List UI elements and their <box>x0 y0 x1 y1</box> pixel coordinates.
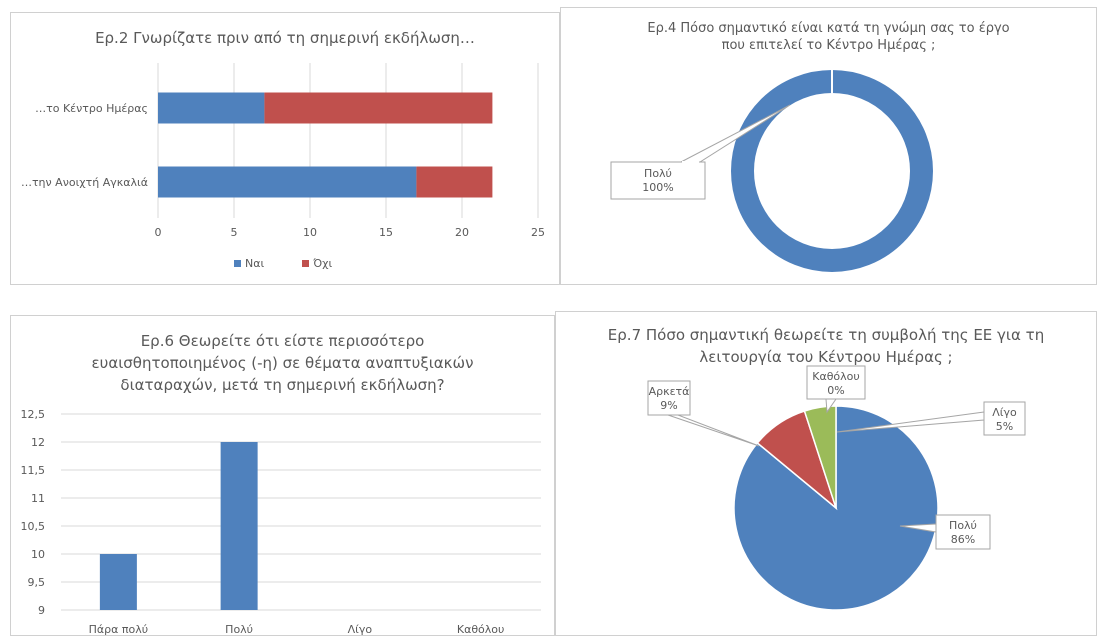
y-tick-label: 10 <box>31 548 45 561</box>
legend-ep2: Ναι Όχι <box>234 257 332 270</box>
y-tick-label: 12,5 <box>21 408 46 421</box>
legend-item-yes: Ναι <box>234 257 264 270</box>
chart-ep2-plot: 0 5 10 15 20 25 …το Κέντρο Ημέρας …την Ανοιχτή … <box>21 63 545 239</box>
chart-panel-ep2: Ερ.2 Γνωρίζατε πριν από τη σημερινή εκδή… <box>10 12 560 285</box>
chart-title-ep6-line-2: ευαισθητοποιημένος (-η) σε θέματα αναπτυ… <box>91 354 474 372</box>
callout-box <box>983 401 1026 436</box>
data-label-name: Πολύ <box>949 519 977 532</box>
callout-pointer <box>667 414 760 447</box>
category-label: …το Κέντρο Ημέρας <box>35 102 148 115</box>
chart-title-ep7-line-1: Ερ.7 Πόσο σημαντική θεωρείτε τη συμβολή … <box>607 326 1045 344</box>
legend-label-no: Όχι <box>313 257 333 270</box>
x-tick-label: 10 <box>303 226 317 239</box>
chart-title-ep6-line-1: Ερ.6 Θεωρείτε ότι είστε περισσότερο <box>140 332 425 350</box>
legend-label-yes: Ναι <box>245 257 265 270</box>
callout-box <box>935 514 991 550</box>
bar <box>99 554 137 610</box>
bar-segment <box>158 92 265 124</box>
chart-title-ep2: Ερ.2 Γνωρίζατε πριν από τη σημερινή εκδή… <box>95 29 475 47</box>
data-label-name: Πολύ <box>644 167 672 180</box>
data-label-percent: 9% <box>660 399 677 412</box>
x-category-label: Λίγο <box>348 623 373 636</box>
data-label-percent: 0% <box>827 384 844 397</box>
y-tick-label: 10,5 <box>21 520 46 533</box>
y-tick-label: 11 <box>31 492 45 505</box>
chart-title-ep4-line-1: Ερ.4 Πόσο σημαντικό είναι κατά τη γνώμη … <box>647 21 1010 36</box>
x-tick-label: 5 <box>231 226 238 239</box>
x-tick-label: 25 <box>531 226 545 239</box>
legend-swatch-no <box>302 260 310 267</box>
bar <box>220 442 258 610</box>
bar-segment <box>416 166 493 198</box>
data-label-name: Αρκετά <box>649 385 690 398</box>
x-category-label: Πολύ <box>225 623 253 636</box>
chart-title-ep4-line-2: που επιτελεί το Κέντρο Ημέρας ; <box>721 38 936 53</box>
bar-segment <box>264 92 493 124</box>
legend-swatch-yes <box>234 260 241 267</box>
category-label: …την Ανοιχτή Αγκαλιά <box>21 176 148 189</box>
data-label-percent: 5% <box>996 420 1013 433</box>
x-tick-label: 15 <box>379 226 393 239</box>
y-tick-label: 11,5 <box>21 464 46 477</box>
chart-title-ep4: Ερ.4 Πόσο σημαντικό είναι κατά τη γνώμη … <box>561 20 1096 54</box>
data-label-percent: 100% <box>642 181 673 194</box>
callout-box <box>610 161 706 200</box>
chart-title-ep7: Ερ.7 Πόσο σημαντική θεωρείτε τη συμβολή … <box>556 324 1096 368</box>
chart-panel-ep7: Ερ.7 Πόσο σημαντική θεωρείτε τη συμβολή … <box>555 311 1097 636</box>
callout-box <box>806 365 866 400</box>
x-tick-label: 20 <box>455 226 469 239</box>
chart-panel-ep6: Ερ.6 Θεωρείτε ότι είστε περισσότερο ευαι… <box>10 315 555 636</box>
data-label-name: Καθόλου <box>812 370 860 383</box>
chart-panel-ep4: Ερ.4 Πόσο σημαντικό είναι κατά τη γνώμη … <box>560 7 1097 285</box>
x-category-label: Καθόλου <box>457 623 505 636</box>
y-tick-label: 12 <box>31 436 45 449</box>
y-tick-label: 9 <box>38 604 45 617</box>
x-tick-label: 0 <box>155 226 162 239</box>
data-label-name: Λίγο <box>992 406 1017 419</box>
legend-item-no: Όχι <box>302 257 332 270</box>
y-tick-label: 9,5 <box>28 576 46 589</box>
bar-segment <box>158 166 417 198</box>
chart-title-ep6-line-3: διαταραχών, μετά τη σημερινή εκδήλωση? <box>120 376 445 394</box>
x-category-label: Πάρα πολύ <box>89 623 148 636</box>
data-label-percent: 86% <box>951 533 975 546</box>
chart-title-ep7-line-2: λειτουργία του Κέντρου Ημέρας ; <box>699 348 953 366</box>
pie-slice <box>803 405 837 509</box>
doughnut-slice <box>731 70 933 272</box>
chart-title-ep6: Ερ.6 Θεωρείτε ότι είστε περισσότερο ευαι… <box>11 330 554 396</box>
callout-box <box>647 380 691 416</box>
chart-ep6-plot: 9 9,5 10 10,5 11 11,5 12 12,5 Πάρα πολύ Πολύ Λίγο Κ… <box>21 408 541 636</box>
